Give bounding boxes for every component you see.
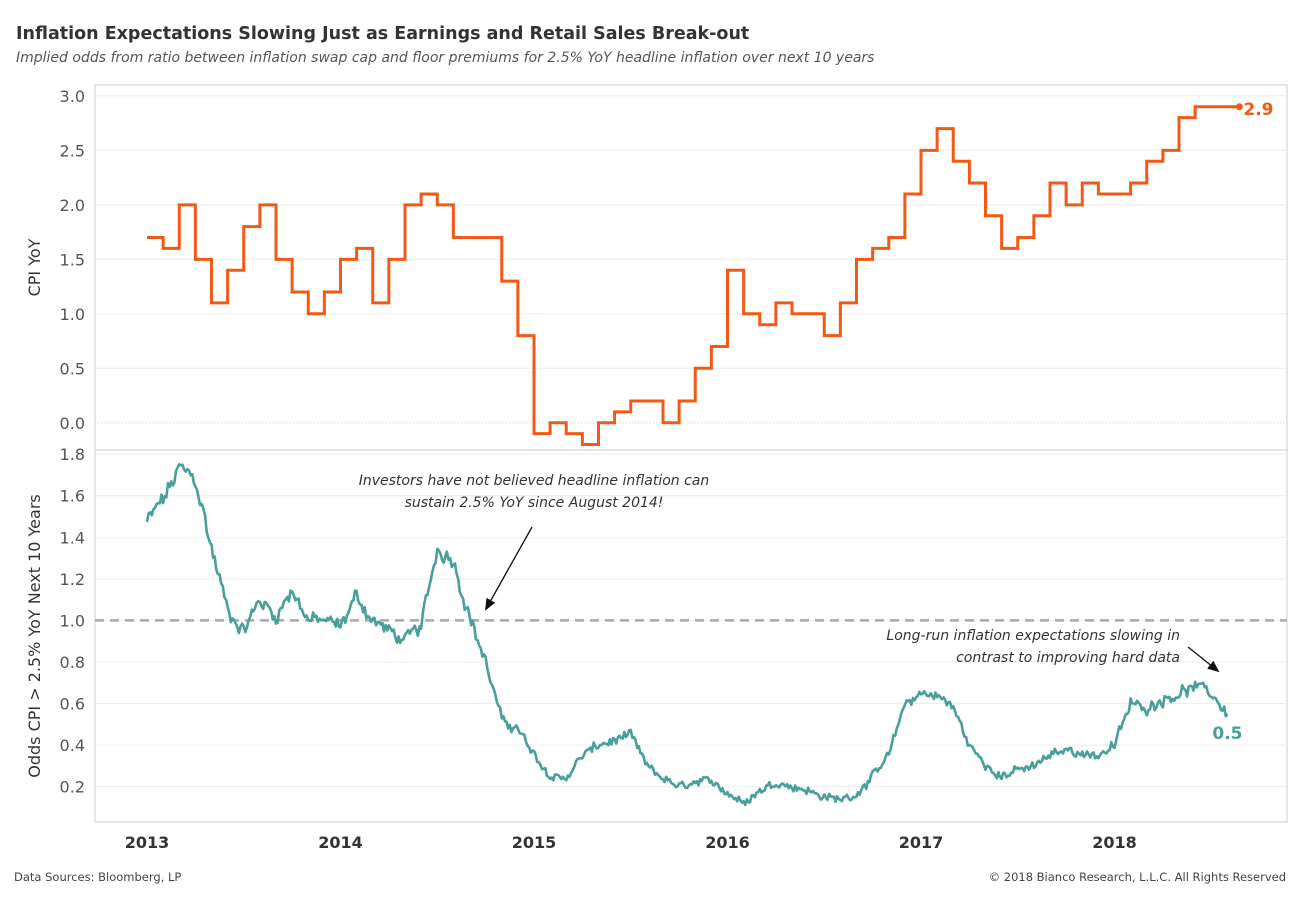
y-tick-label-top: 0.0 <box>60 414 85 433</box>
annotation-arrow <box>485 526 533 611</box>
annotation-arrow <box>1187 646 1220 673</box>
cpi-end-marker <box>1235 103 1243 111</box>
data-sources: Data Sources: Bloomberg, LP <box>14 870 182 884</box>
y-tick-label-bottom: 1.4 <box>60 528 85 547</box>
y-tick-label-bottom: 1.2 <box>60 570 85 589</box>
odds-end-label: 0.5 <box>1212 724 1242 744</box>
x-tick-label: 2013 <box>125 833 170 852</box>
axis-labels: CPI YoY Odds CPI > 2.5% YoY Next 10 Years <box>25 238 44 777</box>
annotation-text: contrast to improving hard data <box>956 650 1180 666</box>
annotations: Investors have not believed headline inf… <box>359 473 1220 673</box>
gridlines <box>95 95 1287 788</box>
y-tick-label-bottom: 0.2 <box>60 778 85 797</box>
panel-frames <box>94 84 1288 823</box>
copyright: © 2018 Bianco Research, L.L.C. All Right… <box>988 870 1286 884</box>
y-tick-label-bottom: 0.6 <box>60 695 85 714</box>
x-tick-label: 2014 <box>318 833 363 852</box>
chart-subtitle: Implied odds from ratio between inflatio… <box>16 50 875 66</box>
y-tick-label-top: 0.5 <box>60 359 85 378</box>
x-tick-label: 2017 <box>899 833 944 852</box>
y-axis-label-bottom: Odds CPI > 2.5% YoY Next 10 Years <box>25 494 44 778</box>
cpi-end-label: 2.9 <box>1243 100 1273 120</box>
annotation-text: Long-run inflation expectations slowing … <box>886 628 1180 644</box>
plot-frame <box>94 84 1288 823</box>
odds-line <box>145 463 1229 807</box>
x-tick-label: 2015 <box>512 833 557 852</box>
chart-title: Inflation Expectations Slowing Just as E… <box>16 24 750 44</box>
y-tick-label-top: 2.0 <box>60 196 85 215</box>
y-tick-label-bottom: 1.0 <box>60 611 85 630</box>
y-axis-label-top: CPI YoY <box>25 238 44 296</box>
y-tick-label-bottom: 0.8 <box>60 653 85 672</box>
x-tick-label: 2018 <box>1092 833 1137 852</box>
y-tick-label-bottom: 1.8 <box>60 445 85 464</box>
y-tick-label-top: 1.0 <box>60 305 85 324</box>
y-tick-label-top: 1.5 <box>60 250 85 269</box>
y-tick-label-bottom: 0.4 <box>60 736 85 755</box>
axis-ticks: 0.0 0.5 1.0 1.5 2.0 2.5 3.0 0.2 0.4 0.6 0.8 1.0 1.2 1… <box>60 87 1137 852</box>
annotation-text: Investors have not believed headline inf… <box>359 473 710 489</box>
x-tick-label: 2016 <box>705 833 750 852</box>
y-tick-label-top: 3.0 <box>60 87 85 106</box>
annotation-text: sustain 2.5% YoY since August 2014! <box>405 495 664 511</box>
cpi-yoy-line <box>147 105 1240 447</box>
y-tick-label-bottom: 1.6 <box>60 487 85 506</box>
y-tick-label-top: 2.5 <box>60 141 85 160</box>
series-lines: 2.9 0.5 <box>145 100 1274 807</box>
